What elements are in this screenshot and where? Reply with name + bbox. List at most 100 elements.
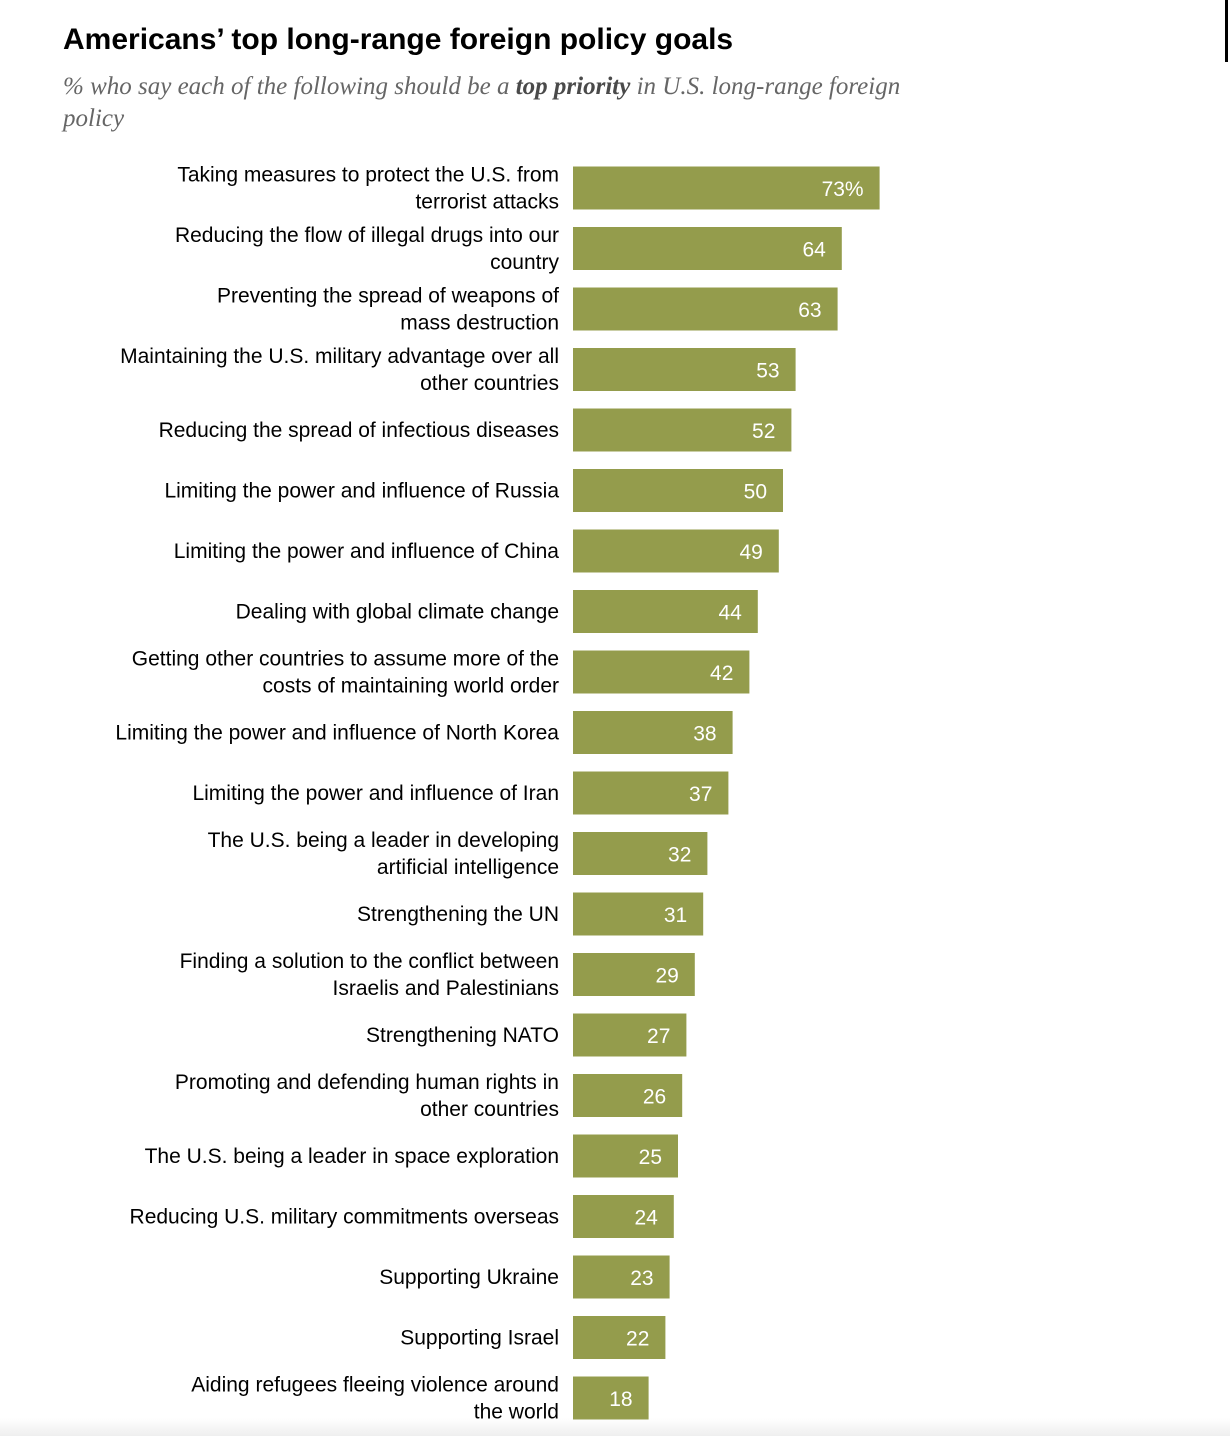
bar	[573, 590, 758, 633]
category-label-line: Strengthening NATO	[366, 1024, 559, 1047]
category-label-line: Promoting and defending human rights in	[175, 1071, 559, 1094]
category-label: Strengthening the UN	[357, 903, 559, 926]
value-label: 38	[693, 723, 716, 746]
category-label-line: Maintaining the U.S. military advantage …	[120, 345, 559, 368]
value-label: 50	[744, 481, 767, 504]
bar	[573, 892, 704, 936]
bar	[573, 348, 796, 391]
bar-row: Limiting the power and influence of Russ…	[164, 469, 783, 512]
bar-row: Reducing U.S. military commitments overs…	[130, 1195, 674, 1238]
value-label: 29	[655, 965, 678, 988]
bar-row: Getting other countries to assume more o…	[132, 648, 750, 698]
category-label: Limiting the power and influence of Iran	[192, 782, 559, 805]
subtitle-emphasis: top priority	[515, 73, 631, 100]
value-label: 23	[630, 1267, 653, 1290]
category-label-line: Reducing the flow of illegal drugs into …	[175, 224, 559, 247]
bar	[573, 1013, 687, 1057]
category-label-line: country	[490, 251, 559, 274]
chart-title: Americans’ top long-range foreign policy…	[63, 23, 734, 56]
bar-row: The U.S. being a leader in developing art…	[208, 829, 708, 879]
category-label-line: artificial intelligence	[377, 856, 559, 879]
category-label-line: mass destruction	[400, 312, 559, 335]
value-label: 37	[689, 783, 712, 806]
bar	[573, 166, 880, 210]
category-label: Preventing the spread of weapons of mass …	[217, 285, 559, 335]
category-label: The U.S. being a leader in space explora…	[145, 1145, 559, 1168]
bar-row: Reducing the spread of infectious diseas…	[159, 408, 792, 452]
bottom-fade	[0, 1418, 1230, 1436]
bar	[573, 1195, 674, 1238]
value-label: 22	[626, 1328, 649, 1351]
category-label: Finding a solution to the conflict betwe…	[180, 950, 559, 1000]
category-label-line: Preventing the spread of weapons of	[217, 285, 559, 308]
value-label: 25	[639, 1146, 662, 1169]
bar	[573, 1376, 649, 1420]
value-label: 44	[718, 602, 742, 625]
category-label-line: Supporting Israel	[400, 1327, 559, 1350]
bar-row: Strengthening the UN 31	[357, 892, 704, 936]
category-label-line: Supporting Ukraine	[379, 1266, 559, 1289]
window-edge-divider	[1225, 0, 1228, 62]
category-label-line: Limiting the power and influence of Chin…	[174, 540, 560, 563]
value-label: 63	[798, 299, 821, 322]
bar-row: Taking measures to protect the U.S. from…	[177, 164, 880, 214]
bar-row: Dealing with global climate change 44	[236, 590, 758, 633]
value-label: 53	[756, 360, 779, 383]
category-label: Supporting Ukraine	[379, 1266, 559, 1289]
bar	[573, 832, 708, 875]
bar-row: Supporting Ukraine 23	[379, 1255, 670, 1299]
value-label: 73%	[822, 178, 864, 201]
bar-row: Finding a solution to the conflict betwe…	[180, 950, 695, 1000]
value-label: 31	[664, 904, 687, 927]
bar	[573, 408, 792, 452]
category-label-line: the world	[474, 1401, 559, 1424]
value-label: 32	[668, 844, 691, 867]
bar	[573, 1134, 678, 1178]
category-label: Getting other countries to assume more o…	[132, 648, 559, 698]
category-label-line: Israelis and Palestinians	[333, 977, 559, 1000]
subtitle-text-before: % who say each of the following should b…	[63, 73, 516, 100]
category-label-line: other countries	[420, 1098, 559, 1121]
category-label-line: other countries	[420, 372, 559, 395]
value-label: 42	[710, 662, 733, 685]
subtitle-text-after: in U.S. long-range foreign policy	[63, 73, 901, 132]
category-label-line: The U.S. being a leader in developing	[208, 829, 559, 852]
category-label-line: costs of maintaining world order	[263, 675, 559, 698]
bar-row: Preventing the spread of weapons of mass …	[217, 285, 838, 335]
bar-row: Supporting Israel 22	[400, 1316, 666, 1359]
value-label: 24	[634, 1207, 658, 1230]
bar	[573, 771, 729, 815]
category-label-line: Taking measures to protect the U.S. from	[177, 164, 559, 187]
bar	[573, 529, 779, 573]
chart-subtitle: % who say each of the following should b…	[63, 71, 923, 135]
bar-row: Maintaining the U.S. military advantage …	[120, 345, 796, 395]
value-label: 64	[802, 239, 826, 262]
category-label-line: terrorist attacks	[415, 191, 559, 214]
category-label-line: Reducing the spread of infectious diseas…	[159, 419, 559, 442]
bar-row: Reducing the flow of illegal drugs into …	[175, 224, 842, 274]
bar-row: Promoting and defending human rights in o…	[175, 1071, 683, 1121]
category-label-line: Getting other countries to assume more o…	[132, 648, 559, 671]
category-label: Dealing with global climate change	[236, 601, 559, 624]
category-label: Reducing the flow of illegal drugs into …	[175, 224, 560, 274]
bar-row: Strengthening NATO 27	[366, 1013, 687, 1057]
category-label: Limiting the power and influence of Chin…	[174, 540, 560, 563]
category-label: Maintaining the U.S. military advantage …	[120, 345, 559, 395]
category-label: Reducing U.S. military commitments overs…	[130, 1206, 559, 1229]
bar-row: Limiting the power and influence of Nort…	[115, 711, 733, 754]
category-label-line: Limiting the power and influence of Nort…	[115, 722, 559, 745]
category-label-line: Limiting the power and influence of Russ…	[164, 480, 559, 503]
value-label: 18	[609, 1388, 632, 1411]
category-label: Aiding refugees fleeing violence around t…	[191, 1374, 559, 1424]
category-label-line: Limiting the power and influence of Iran	[192, 782, 559, 805]
bar	[573, 227, 842, 270]
category-label-line: Strengthening the UN	[357, 903, 559, 926]
value-label: 52	[752, 420, 775, 443]
category-label-line: Finding a solution to the conflict betwe…	[180, 950, 559, 973]
category-label: Reducing the spread of infectious diseas…	[159, 419, 559, 442]
value-label: 49	[739, 541, 762, 564]
category-label-line: Reducing U.S. military commitments overs…	[130, 1206, 559, 1229]
category-label-line: Dealing with global climate change	[236, 601, 559, 624]
category-label: Limiting the power and influence of Russ…	[164, 480, 559, 503]
